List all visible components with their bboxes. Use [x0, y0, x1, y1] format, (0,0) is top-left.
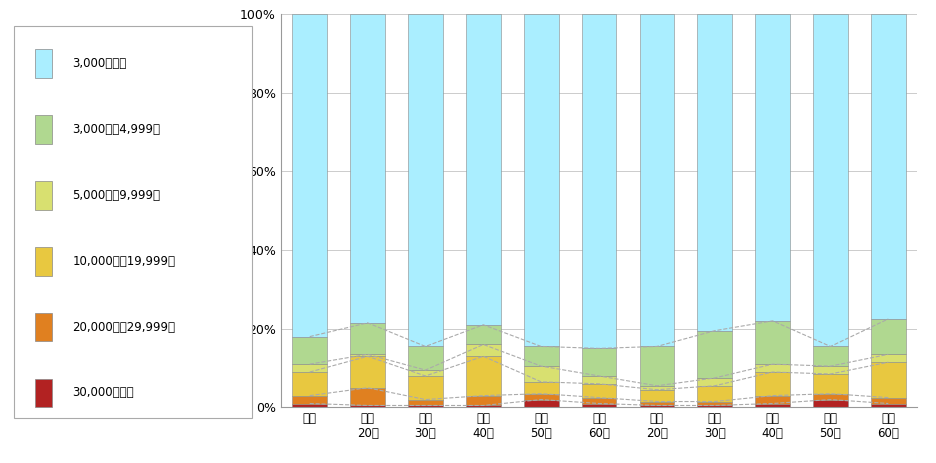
Bar: [871, 319, 906, 354]
Bar: [292, 395, 327, 403]
Bar: [350, 388, 385, 406]
Bar: [639, 390, 674, 401]
Bar: [408, 406, 443, 407]
Bar: [871, 354, 906, 362]
Bar: [350, 406, 385, 407]
Bar: [871, 362, 906, 398]
Bar: [697, 14, 732, 331]
Text: 20,000円～29,999円: 20,000円～29,999円: [73, 320, 176, 333]
Bar: [755, 321, 790, 364]
Text: 3,000円未満: 3,000円未満: [73, 57, 126, 70]
Bar: [350, 357, 385, 388]
Bar: [581, 403, 617, 407]
Bar: [813, 14, 848, 346]
Text: 10,000円～19,999円: 10,000円～19,999円: [73, 255, 176, 268]
Bar: [524, 346, 559, 366]
Bar: [871, 14, 906, 319]
FancyBboxPatch shape: [35, 181, 52, 210]
Bar: [466, 14, 501, 325]
FancyBboxPatch shape: [35, 379, 52, 407]
Bar: [350, 323, 385, 354]
Bar: [408, 14, 443, 346]
Bar: [813, 366, 848, 374]
Bar: [697, 386, 732, 401]
Bar: [581, 398, 617, 403]
Bar: [466, 406, 501, 407]
Bar: [466, 344, 501, 357]
Bar: [292, 403, 327, 407]
Bar: [581, 348, 617, 376]
Bar: [292, 372, 327, 395]
Bar: [813, 346, 848, 366]
FancyBboxPatch shape: [35, 247, 52, 275]
FancyBboxPatch shape: [35, 49, 52, 78]
Bar: [408, 370, 443, 376]
Bar: [292, 337, 327, 364]
Bar: [639, 406, 674, 407]
Bar: [813, 394, 848, 400]
Bar: [524, 400, 559, 407]
Bar: [524, 394, 559, 400]
Bar: [639, 386, 674, 390]
Bar: [871, 403, 906, 407]
Bar: [639, 346, 674, 386]
Bar: [466, 325, 501, 344]
Bar: [639, 14, 674, 346]
Bar: [755, 364, 790, 372]
Bar: [755, 395, 790, 403]
Bar: [581, 14, 617, 348]
Bar: [292, 364, 327, 372]
Bar: [755, 14, 790, 321]
Bar: [697, 401, 732, 406]
FancyBboxPatch shape: [35, 115, 52, 144]
Bar: [581, 376, 617, 384]
Text: 3,000円～4,999円: 3,000円～4,999円: [73, 123, 161, 136]
Bar: [350, 14, 385, 323]
FancyBboxPatch shape: [14, 26, 252, 418]
Bar: [639, 401, 674, 406]
Bar: [697, 331, 732, 378]
Bar: [408, 400, 443, 406]
Bar: [524, 14, 559, 346]
Bar: [755, 372, 790, 395]
Bar: [813, 400, 848, 407]
Bar: [466, 395, 501, 406]
Bar: [755, 403, 790, 407]
Bar: [408, 376, 443, 400]
Bar: [292, 14, 327, 337]
Bar: [697, 378, 732, 386]
Text: 5,000円～9,999円: 5,000円～9,999円: [73, 189, 161, 202]
Bar: [581, 384, 617, 398]
Bar: [408, 346, 443, 370]
Bar: [350, 354, 385, 357]
Bar: [524, 382, 559, 394]
Bar: [813, 374, 848, 394]
Bar: [524, 366, 559, 382]
Bar: [697, 406, 732, 407]
Bar: [871, 398, 906, 403]
FancyBboxPatch shape: [35, 313, 52, 342]
Text: 30,000円以上: 30,000円以上: [73, 387, 134, 400]
Bar: [466, 357, 501, 395]
